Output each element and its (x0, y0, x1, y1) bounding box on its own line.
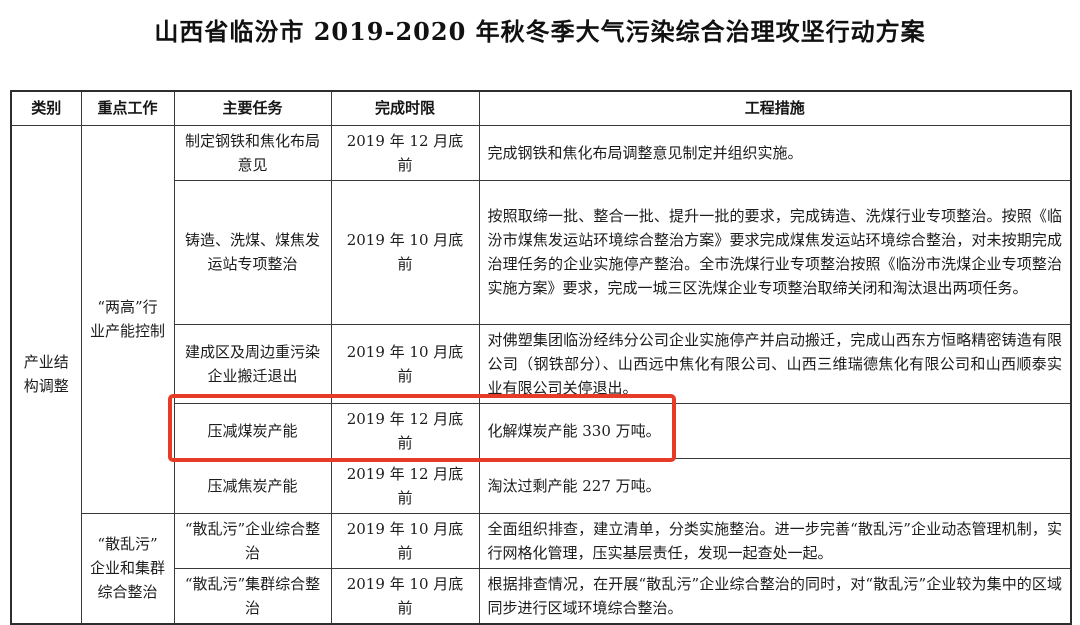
table-row: 产业结构调整 “两高”行 业产能控制 制定钢铁和焦化布局意见 2019 年 12… (10, 124, 1072, 625)
deadline-cell: 2019 年 12 月底前 (330, 402, 480, 459)
task-cell: 制定钢铁和焦化布局意见 (173, 124, 332, 181)
measures-cell: 根据排查情况，在开展“散乱污”企业综合整治的同时，对“散乱污”企业较为集中的区域… (478, 567, 1072, 625)
table-header-row: 类别 重点工作 主要任务 完成时限 工程措施 (10, 90, 1072, 126)
measures-cell: 化解煤炭产能 330 万吨。 (478, 402, 1072, 459)
measures-cell: 完成钢铁和焦化布局调整意见制定并组织实施。 (478, 124, 1072, 181)
measures-cell: 淘汰过剩产能 227 万吨。 (478, 457, 1072, 514)
action-plan-table: 类别 重点工作 主要任务 完成时限 工程措施 产业结构调整 “两高”行 业产能控… (10, 90, 1072, 625)
deadline-cell: 2019 年 10 月底前 (330, 567, 480, 625)
deadline-cell: 2019 年 12 月底前 (330, 457, 480, 514)
measures-cell: 对佛塑集团临汾经纬分公司企业实施停产并启动搬迁，完成山西东方恒略精密铸造有限公司… (478, 323, 1072, 404)
header-main-task: 主要任务 (173, 90, 332, 126)
table-row-highlighted: 压减焦炭产能 2019 年 12 月底前 淘汰过剩产能 227 万吨。 (11, 457, 1072, 514)
task-cell: 压减煤炭产能 (173, 402, 332, 459)
document-page: 山西省临汾市 2019-2020 年秋冬季大气污染综合治理攻坚行动方案 类别 重… (10, 17, 1072, 625)
key-work-cell: “两高”行 业产能控制 (80, 124, 175, 514)
measures-cell: 全面组织排查，建立清单，分类实施整治。进一步完善“散乱污”企业动态管理机制，实行… (478, 512, 1072, 569)
category-cell: 产业结构调整 (10, 124, 82, 625)
header-category: 类别 (10, 90, 82, 126)
task-cell: 铸造、洗煤、煤焦发运站专项整治 (173, 179, 332, 325)
table-row: “散乱污” 企业和集群 综合整治 “散乱污”企业综合整治 2019 年 10 月… (11, 512, 1072, 625)
deadline-cell: 2019 年 10 月底前 (330, 179, 480, 325)
task-cell: “散乱污”企业综合整治 (173, 512, 332, 569)
table-row: 建成区及周边重污染企业搬迁退出 2019 年 10 月底前 对佛塑集团临汾经纬分… (11, 323, 1072, 404)
deadline-cell: 2019 年 12 月底前 (330, 124, 480, 181)
deadline-cell: 2019 年 10 月底前 (330, 512, 480, 569)
header-measures: 工程措施 (478, 90, 1072, 126)
header-key-work: 重点工作 (80, 90, 175, 126)
header-deadline: 完成时限 (330, 90, 480, 126)
measures-cell: 按照取缔一批、整合一批、提升一批的要求，完成铸造、洗煤行业专项整治。按照《临汾市… (478, 179, 1072, 325)
document-title: 山西省临汾市 2019-2020 年秋冬季大气污染综合治理攻坚行动方案 (154, 17, 926, 46)
table-row: 铸造、洗煤、煤焦发运站专项整治 2019 年 10 月底前 按照取缔一批、整合一… (11, 179, 1072, 325)
task-cell: 压减焦炭产能 (173, 457, 332, 514)
task-cell: 建成区及周边重污染企业搬迁退出 (173, 323, 332, 404)
table-row-highlighted: 压减煤炭产能 2019 年 12 月底前 化解煤炭产能 330 万吨。 (11, 402, 1072, 459)
deadline-cell: 2019 年 10 月底前 (330, 323, 480, 404)
key-work-cell: “散乱污” 企业和集群 综合整治 (80, 512, 175, 625)
task-cell: “散乱污”集群综合整治 (173, 567, 332, 625)
